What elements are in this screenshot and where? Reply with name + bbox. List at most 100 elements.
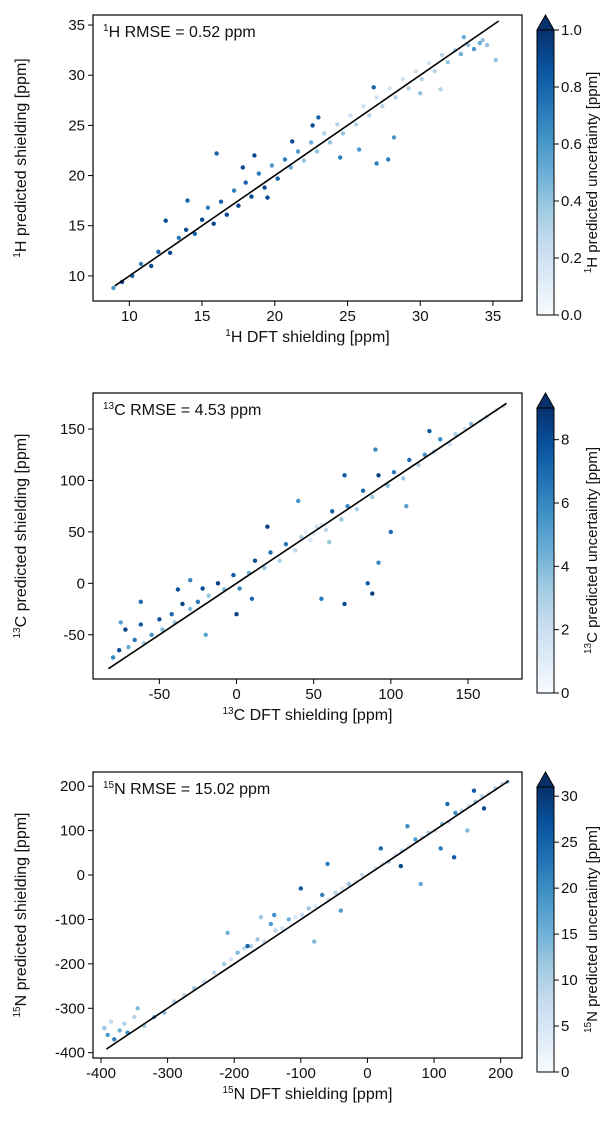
colorbar-label: 15N predicted uncertainty [ppm] [583, 826, 601, 1033]
y-tick-label: 100 [60, 472, 85, 489]
scatter-point [249, 596, 255, 601]
y-tick-label: 100 [60, 823, 85, 840]
colorbar-label-main: H predicted uncertainty [ppm] [584, 72, 601, 268]
scatter-point [374, 95, 379, 100]
scatter-point [273, 928, 278, 933]
scatter-point [427, 428, 432, 434]
scatter-point [438, 846, 443, 851]
scatter-point [245, 943, 250, 949]
x-axis-label-sup: 15 [223, 1085, 235, 1096]
scatter-point [288, 165, 293, 170]
scatter-point [335, 122, 340, 127]
scatter-point [407, 457, 412, 463]
scatter-point [314, 524, 319, 529]
x-axis-label-sup: 1 [225, 328, 231, 339]
scatter-point [160, 627, 165, 632]
colorbar-tick-label: 0.8 [561, 79, 582, 96]
x-tick-label: 25 [339, 308, 356, 325]
scatter-point [451, 855, 457, 860]
scatter-point [323, 527, 329, 532]
colorbar-extend-arrow [536, 391, 555, 409]
y-axis-label-main: H predicted shielding [ppm] [13, 58, 30, 252]
y-tick-label: 35 [68, 17, 85, 34]
scatter-point [322, 131, 327, 136]
scatter-point [252, 153, 257, 158]
panel-15n: -400 -300 -200 -100 0 100 200-400-300-200-1000… [12, 770, 601, 1103]
scatter-point [132, 637, 137, 643]
scatter-point [265, 195, 270, 200]
x-tick-label: 200 [488, 1065, 513, 1082]
scatter-point [354, 507, 360, 512]
scatter-point [465, 828, 470, 833]
plot-frame [92, 14, 523, 302]
scatter-point [222, 961, 227, 967]
scatter-point [340, 131, 346, 136]
scatter-point [388, 529, 393, 535]
scatter-point [391, 135, 397, 140]
rmse-annotation: 15N RMSE = 15.02 ppm [103, 780, 270, 798]
y-tick-label: -200 [55, 956, 85, 973]
scatter-point [188, 606, 193, 612]
scatter-point [447, 442, 452, 447]
scatter-point [252, 558, 258, 563]
scatter-point [211, 221, 216, 226]
scatter-point [391, 470, 397, 475]
scatter-point [286, 917, 291, 922]
scatter-point [339, 886, 345, 891]
y-axis-label: 13C predicted shielding [ppm] [12, 433, 30, 638]
x-tick-label: 10 [121, 308, 138, 325]
scatter-point [117, 1028, 122, 1033]
y-tick-label: 10 [68, 268, 85, 285]
scatter-point [418, 881, 423, 887]
scatter-point [303, 529, 309, 535]
scatter-point [234, 612, 239, 617]
colorbar-tick-label: 25 [561, 834, 578, 851]
x-axis-label-main: C DFT shielding [ppm] [234, 707, 393, 724]
colorbar-tick-label: 0.6 [561, 136, 582, 153]
colorbar-tick-label: 0 [561, 685, 569, 702]
y-tick-label: -300 [55, 1000, 85, 1017]
scatter-point [123, 627, 128, 632]
scatter-point [206, 593, 211, 598]
scatter-point [240, 165, 245, 170]
scatter-point [306, 906, 311, 911]
colorbar-tick-label: 5 [561, 1018, 569, 1035]
y-tick-label: 25 [68, 117, 85, 134]
scatter-point [405, 824, 410, 829]
scatter-point [192, 231, 197, 236]
scatter-point [416, 462, 421, 468]
colorbar-tick-label: 20 [561, 880, 578, 897]
scatter-point [258, 915, 264, 920]
scatter-point [272, 912, 277, 918]
scatter-point [438, 87, 443, 92]
scatter-point [268, 921, 274, 927]
scatter-point [112, 1037, 117, 1042]
scatter-point [256, 171, 261, 176]
scatter-point [282, 157, 288, 162]
scatter-point [386, 157, 391, 162]
y-tick-label: -100 [55, 911, 85, 928]
scatter-point [111, 285, 116, 291]
scatter-point [426, 61, 432, 66]
scatter-point [342, 601, 347, 607]
scatter-point [376, 560, 381, 565]
scatter-point [149, 263, 154, 269]
scatter-point [214, 151, 219, 156]
x-tick-label: -50 [149, 686, 171, 703]
scatter-point [188, 578, 193, 583]
x-axis-label: 15N DFT shielding [ppm] [223, 1085, 393, 1103]
scatter-point [480, 37, 485, 43]
scatter-point [243, 180, 248, 185]
x-axis-label-main: N DFT shielding [ppm] [234, 1086, 393, 1103]
scatter-point [445, 60, 450, 65]
y-axis-label: 15N predicted shielding [ppm] [12, 812, 30, 1017]
scatter-point [330, 509, 335, 514]
scatter-point [265, 524, 270, 529]
scatter-point [342, 473, 347, 478]
colorbar [536, 786, 555, 1073]
scatter-point [360, 488, 366, 493]
scatter-point [320, 892, 325, 898]
scatter-point [365, 581, 370, 586]
colorbar-tick-label: 0 [561, 1064, 569, 1081]
scatter-point [312, 939, 317, 944]
